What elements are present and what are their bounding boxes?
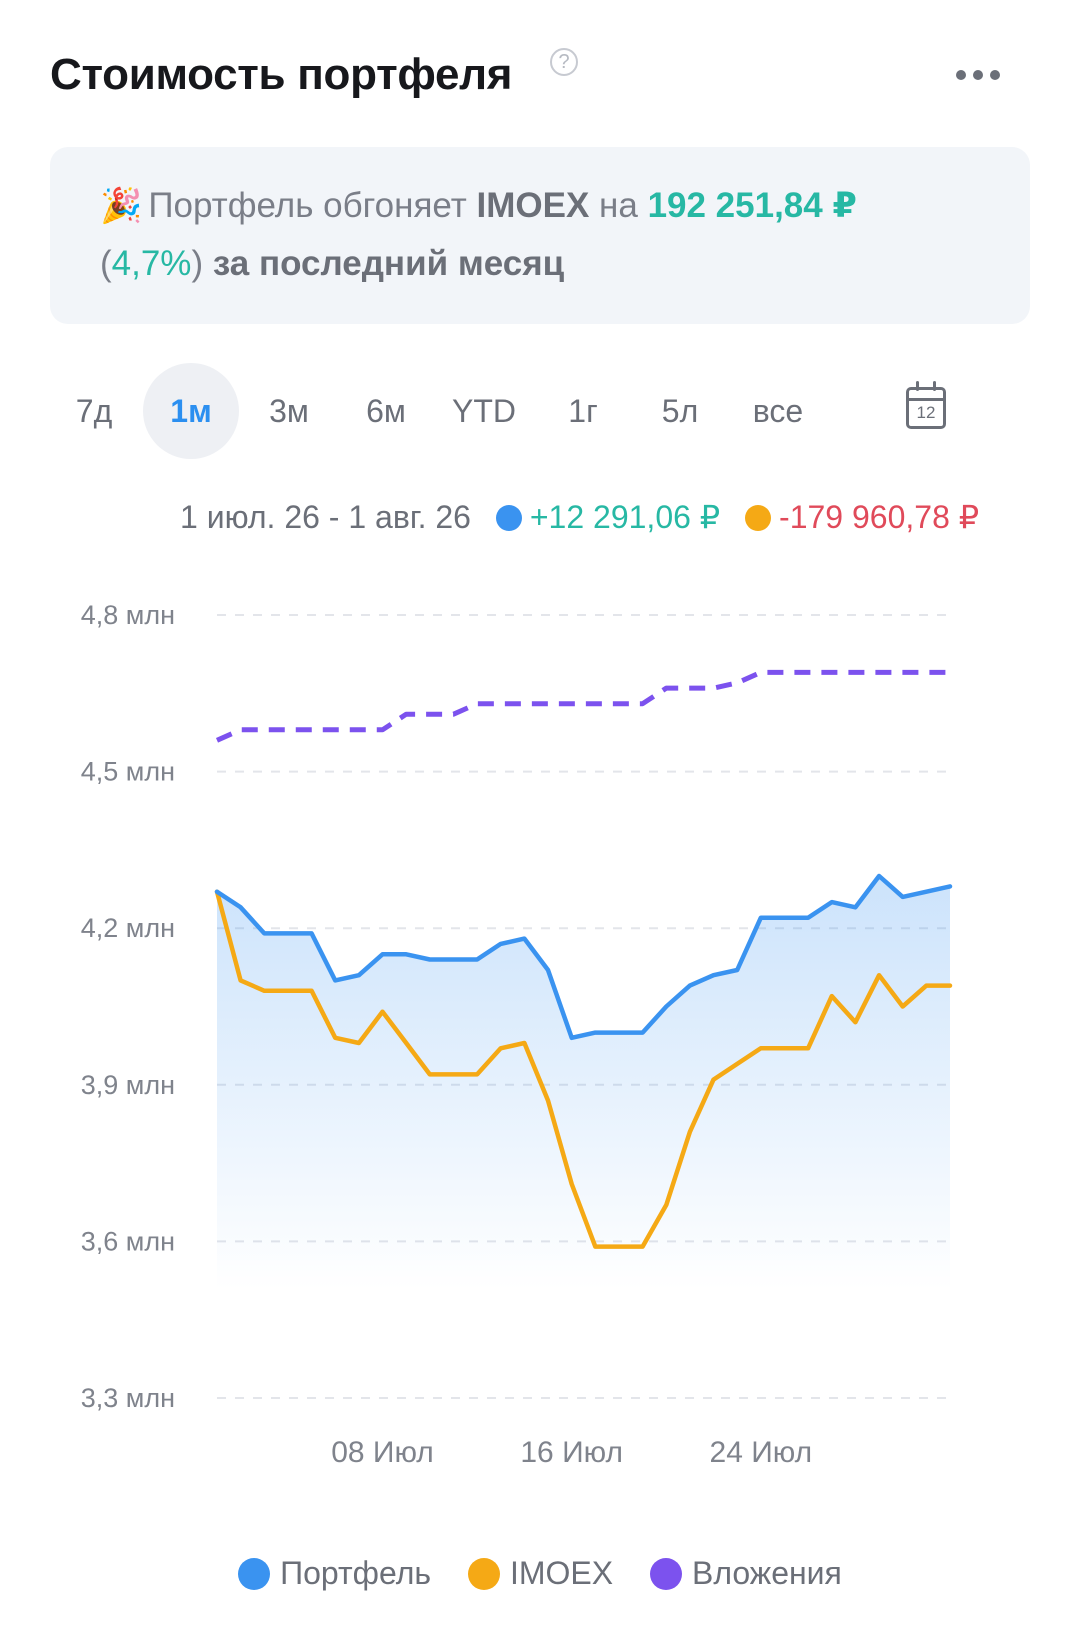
calendar-icon[interactable]: 12 (906, 381, 946, 429)
y-tick-label: 3,6 млн (81, 1226, 175, 1256)
period-tab-7d[interactable]: 7д (75, 393, 113, 429)
portfolio-line (214, 873, 953, 1041)
performance-banner: 🎉 Портфель обгоняет IMOEX на 192 251,84 ₽… (50, 147, 1030, 324)
y-tick-label: 4,8 млн (81, 600, 175, 630)
period-tab-6m[interactable]: 6м (366, 393, 406, 429)
imoex-line (214, 889, 953, 1249)
y-tick-label: 4,2 млн (81, 913, 175, 943)
legend-item-imoex[interactable]: IMOEX (467, 1555, 614, 1592)
period-tab-5y[interactable]: 5л (661, 393, 699, 429)
portfolio-change: +12 291,06 ₽ (529, 499, 721, 535)
period-tab-1y[interactable]: 1г (568, 393, 598, 429)
banner-text-1: Портфель обгоняет (148, 186, 467, 225)
legend-label: Вложения (691, 1555, 842, 1591)
y-tick-label: 3,9 млн (81, 1070, 175, 1100)
more-dot (973, 70, 983, 80)
investments-dot-icon (649, 1558, 682, 1590)
period-tab-all[interactable]: все (752, 393, 804, 429)
x-tick-label: 08 Июл (331, 1436, 434, 1469)
chart-legend: Портфель IMOEX Вложения (0, 1555, 1080, 1605)
portfolio-area (217, 876, 950, 1290)
legend-item-investments[interactable]: Вложения (649, 1555, 842, 1592)
banner-paren-open: ( (100, 244, 112, 283)
party-popper-icon: 🎉 (100, 187, 143, 225)
legend-item-portfolio[interactable]: Портфель (238, 1555, 431, 1592)
imoex-change: -179 960,78 ₽ (779, 499, 980, 535)
calendar-ring (916, 381, 919, 391)
series-layer (214, 669, 953, 1290)
portfolio-dot-icon (238, 1558, 271, 1590)
page-title: Стоимость портфеля (50, 50, 513, 99)
y-tick-label: 4,5 млн (81, 757, 175, 787)
help-icon[interactable]: ? (550, 48, 578, 76)
period-selector: 7д 1м 3м 6м YTD 1г 5л все 12 (50, 363, 970, 459)
calendar-day: 12 (916, 403, 936, 422)
legend-label: IMOEX (509, 1555, 614, 1591)
axis-layer: 3,3 млн 3,6 млн 3,9 млн 4,2 млн 4,5 млн 4,8 м… (81, 600, 812, 1469)
period-tab-ytd[interactable]: YTD (452, 393, 516, 429)
period-tab-3m[interactable]: 3м (269, 393, 309, 429)
imoex-dot-icon (745, 505, 772, 531)
x-tick-label: 24 Июл (710, 1436, 813, 1469)
banner-amount: 192 251,84 ₽ (647, 186, 857, 225)
period-tab-1m[interactable]: 1м (143, 363, 239, 459)
portfolio-dot-icon (495, 505, 522, 531)
y-tick-label: 3,3 млн (81, 1383, 175, 1413)
banner-paren-close: ) (191, 244, 204, 283)
banner-percent: 4,7% (111, 244, 192, 283)
investments-line (215, 669, 950, 743)
portfolio-chart[interactable]: 3,3 млн 3,6 млн 3,9 млн 4,2 млн 4,5 млн 4,8 м… (0, 600, 1080, 1500)
banner-text-3: за последний месяц (212, 244, 565, 283)
more-dot (956, 70, 966, 80)
legend-label: Портфель (280, 1555, 432, 1591)
header: Стоимость портфеля ? (50, 40, 1040, 120)
banner-text-2: на (599, 186, 638, 225)
calendar-ring (933, 381, 936, 391)
more-dot (990, 70, 1000, 80)
banner-index-name: IMOEX (476, 186, 590, 225)
imoex-dot-icon (467, 1558, 500, 1590)
date-range: 1 июл. 26 - 1 авг. 26 (180, 499, 471, 535)
x-tick-label: 16 Июл (520, 1436, 623, 1469)
more-options-icon[interactable] (956, 70, 1000, 90)
chart-summary: 1 июл. 26 - 1 авг. 26 +12 291,06 ₽ -179 … (180, 498, 1000, 548)
